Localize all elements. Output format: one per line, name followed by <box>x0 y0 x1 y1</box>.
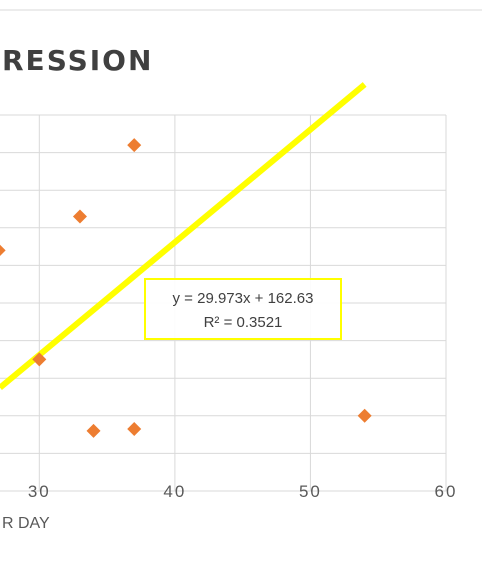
data-point <box>86 423 101 438</box>
x-axis-tick-labels: 30 40 50 60 <box>28 482 458 501</box>
data-points <box>0 138 372 438</box>
data-point <box>127 421 142 436</box>
x-tick-label: 50 <box>299 482 322 501</box>
x-tick-label: 60 <box>435 482 458 501</box>
equation-box <box>144 278 342 340</box>
x-axis-label: R DAY <box>2 515 50 532</box>
data-point <box>72 209 87 224</box>
data-point <box>357 408 372 423</box>
data-point <box>32 352 47 367</box>
x-tick-label: 40 <box>163 482 186 501</box>
data-point <box>0 244 6 257</box>
x-tick-label: 30 <box>28 482 51 501</box>
chart-title: RESSION <box>2 44 153 77</box>
trendline-equation: y = 29.973x + 162.63 <box>173 290 314 307</box>
data-point <box>127 138 142 153</box>
trendline-r-squared: R² = 0.3521 <box>204 314 283 331</box>
trendline <box>0 82 367 390</box>
trendline-layer <box>0 82 367 390</box>
